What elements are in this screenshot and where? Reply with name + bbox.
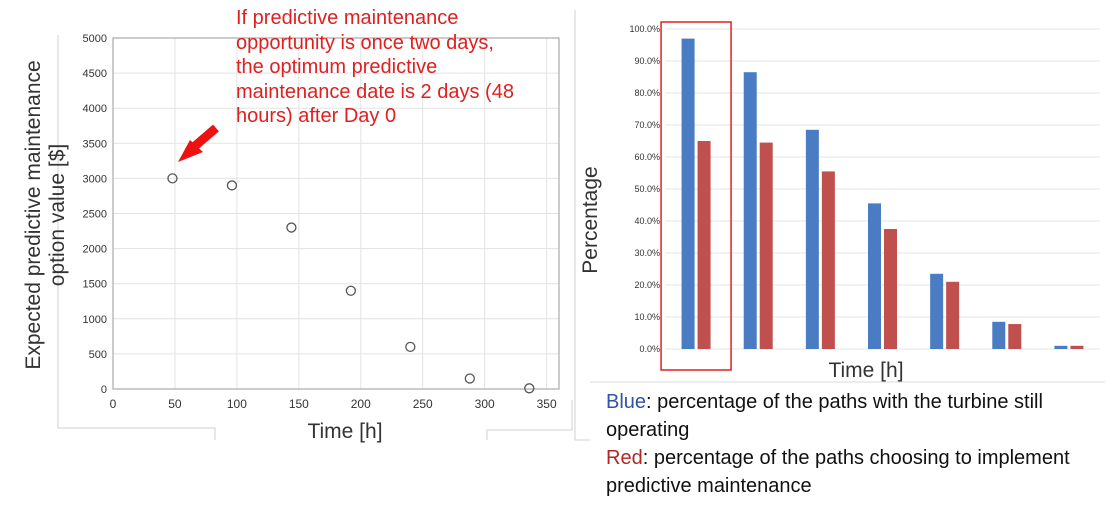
scatter-point <box>286 222 297 233</box>
bar-y-tick-labels: 0.0% 10.0% 20.0% 30.0% 40.0% 50.0% 60.0% 70.0% 8… <box>629 24 660 354</box>
left-panel-frame <box>57 35 216 440</box>
bar-y-tick-label: 40.0% <box>634 216 660 226</box>
annotation-line: opportunity is once two days, <box>236 31 494 54</box>
bar-y-tick-label: 0.0% <box>639 344 660 354</box>
bar-y-tick-label: 30.0% <box>634 248 660 258</box>
annotation-line: maintenance date is 2 days (48 <box>236 80 514 103</box>
bar-y-tick-label: 100.0% <box>629 24 660 34</box>
bar-y-tick-label: 60.0% <box>634 152 660 162</box>
scatter-point <box>524 383 535 394</box>
scatter-x-tick-label: 100 <box>227 397 247 411</box>
scatter-x-tick-label: 150 <box>289 397 309 411</box>
scatter-y-tick-label: 3500 <box>83 138 107 150</box>
legend-red: Red: percentage of the paths choosing to… <box>606 444 1101 500</box>
scatter-x-tick-label: 300 <box>475 397 495 411</box>
scatter-y-axis-label-line1: Expected predictive maintenance <box>22 60 45 369</box>
scatter-x-tick-label: 200 <box>351 397 371 411</box>
scatter-y-tick-label: 3000 <box>83 173 107 185</box>
scatter-plot-area <box>112 37 560 390</box>
annotation-arrow <box>178 124 219 162</box>
bar <box>743 72 757 349</box>
left-panel-frame-right <box>486 400 573 440</box>
scatter-y-tick-labels: 0 500 1000 1500 2000 2500 3000 3500 4000 4500 5000 <box>83 33 107 396</box>
right-panel-frame <box>574 10 590 441</box>
highlight-box <box>660 21 732 371</box>
scatter-y-tick-label: 2500 <box>83 209 107 221</box>
bar <box>1054 345 1068 349</box>
scatter-y-tick-label: 1000 <box>83 314 107 326</box>
annotation-line: If predictive maintenance <box>236 7 459 29</box>
annotation-line: the optimum predictive <box>236 56 438 78</box>
scatter-x-tick-label: 350 <box>537 397 557 411</box>
bar <box>946 281 960 349</box>
bar-y-tick-label: 70.0% <box>634 120 660 130</box>
bar <box>697 141 711 349</box>
bar-marks <box>681 38 1084 349</box>
bar <box>884 229 897 349</box>
scatter-y-tick-label: 0 <box>101 384 107 396</box>
scatter-y-tick-label: 4500 <box>83 68 107 80</box>
scatter-x-tick-label: 250 <box>413 397 433 411</box>
bar <box>805 129 819 349</box>
scatter-y-tick-label: 1500 <box>83 279 107 291</box>
legend-blue-text: : percentage of the paths with the turbi… <box>606 391 1043 441</box>
annotation-line: hours) after Day 0 <box>236 105 397 127</box>
bar-y-axis-label: Percentage <box>579 166 602 273</box>
legend-red-text: : percentage of the paths choosing to im… <box>606 447 1070 497</box>
scatter-x-axis-label: Time [h] <box>307 420 382 443</box>
scatter-point <box>345 285 357 296</box>
bar <box>868 203 881 349</box>
scatter-point <box>464 373 475 384</box>
annotation-text: If predictive maintenance opportunity is… <box>236 6 596 129</box>
bar <box>1070 345 1084 349</box>
scatter-point <box>167 173 178 184</box>
bar <box>992 321 1006 349</box>
scatter-x-tick-labels: 0 50 100 150 200 250 300 350 <box>110 397 557 411</box>
bar <box>821 171 835 349</box>
bar-x-axis-label: Time [h] <box>828 359 903 382</box>
bar <box>681 38 695 349</box>
bar-y-tick-label: 50.0% <box>634 184 660 194</box>
scatter-y-tick-label: 500 <box>89 349 107 361</box>
scatter-x-tick-label: 50 <box>168 397 182 411</box>
scatter-y-tick-label: 4000 <box>83 103 107 115</box>
bar-y-tick-label: 20.0% <box>634 280 660 290</box>
bar-legend: Blue: percentage of the paths with the t… <box>606 388 1101 500</box>
scatter-x-tick-label: 0 <box>110 397 117 411</box>
bar-gridlines <box>665 28 1100 350</box>
scatter-y-tick-label: 2000 <box>83 244 107 256</box>
scatter-point <box>226 180 238 191</box>
scatter-y-axis-label-line2: option value [$] <box>46 144 69 286</box>
bar <box>1008 324 1022 349</box>
legend-blue: Blue: percentage of the paths with the t… <box>606 388 1101 444</box>
bar <box>759 142 773 349</box>
bar-y-tick-label: 80.0% <box>634 88 660 98</box>
legend-blue-key: Blue <box>606 391 647 413</box>
bar-y-tick-label: 10.0% <box>634 312 660 322</box>
scatter-point <box>405 341 416 353</box>
bar-y-tick-label: 90.0% <box>634 56 660 66</box>
scatter-points <box>167 173 535 394</box>
scatter-y-tick-label: 5000 <box>83 33 107 45</box>
bar <box>930 273 944 349</box>
legend-red-key: Red <box>606 447 643 469</box>
